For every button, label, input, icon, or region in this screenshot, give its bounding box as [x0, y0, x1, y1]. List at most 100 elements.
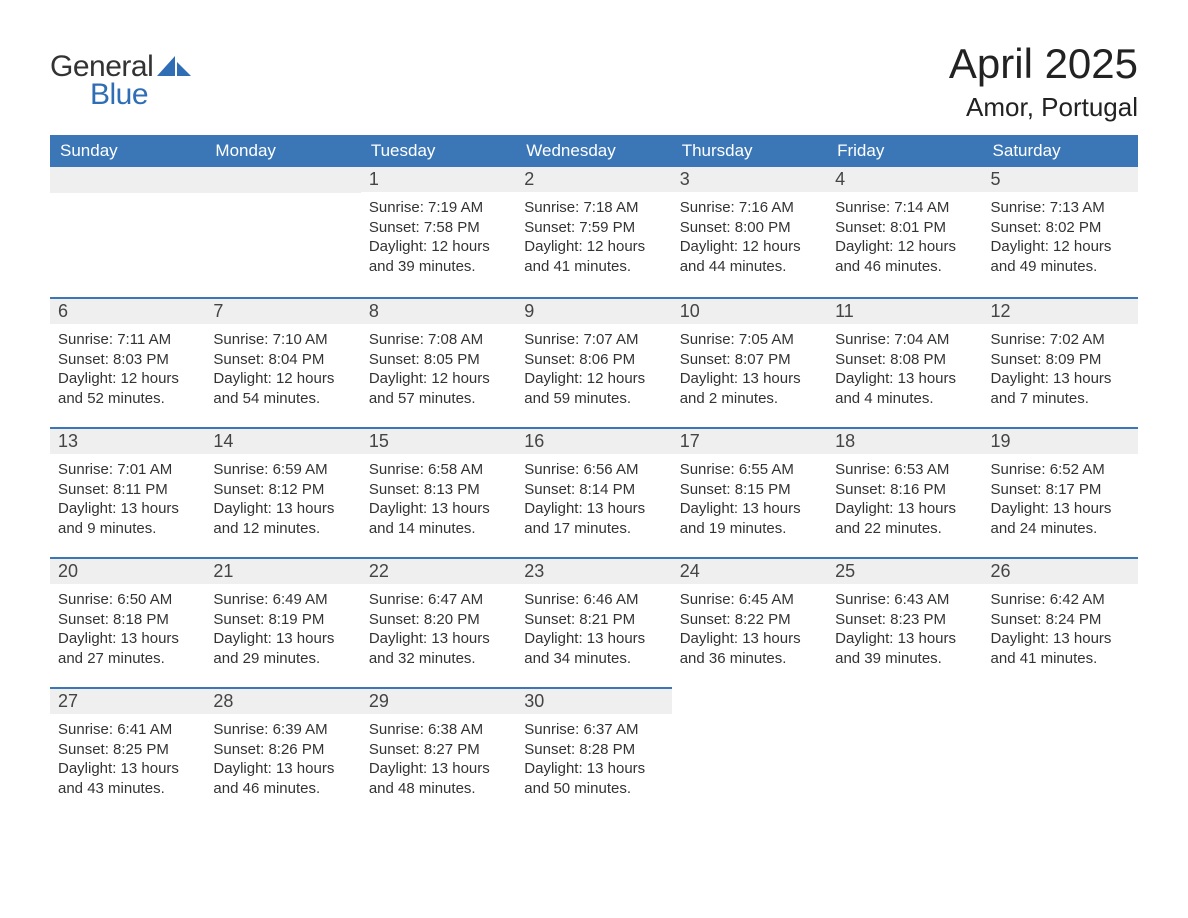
- day-number: 19: [983, 427, 1138, 454]
- month-title: April 2025: [949, 40, 1138, 88]
- sunset-line: Sunset: 8:23 PM: [835, 610, 974, 630]
- daylight-line: Daylight: 13 hours and 17 minutes.: [524, 499, 663, 538]
- day-details: Sunrise: 6:43 AMSunset: 8:23 PMDaylight:…: [827, 584, 982, 678]
- calendar-cell: 18Sunrise: 6:53 AMSunset: 8:16 PMDayligh…: [827, 427, 982, 557]
- day-number: 26: [983, 557, 1138, 584]
- sunset-line: Sunset: 8:20 PM: [369, 610, 508, 630]
- day-number: 6: [50, 297, 205, 324]
- sunrise-line: Sunrise: 6:38 AM: [369, 720, 508, 740]
- sunset-line: Sunset: 8:22 PM: [680, 610, 819, 630]
- calendar-cell: 3Sunrise: 7:16 AMSunset: 8:00 PMDaylight…: [672, 167, 827, 297]
- calendar-row: 20Sunrise: 6:50 AMSunset: 8:18 PMDayligh…: [50, 557, 1138, 687]
- calendar-cell: 7Sunrise: 7:10 AMSunset: 8:04 PMDaylight…: [205, 297, 360, 427]
- calendar-cell: [50, 167, 205, 297]
- sunrise-line: Sunrise: 7:14 AM: [835, 198, 974, 218]
- day-details: Sunrise: 7:08 AMSunset: 8:05 PMDaylight:…: [361, 324, 516, 418]
- day-number: 5: [983, 167, 1138, 192]
- day-number: 16: [516, 427, 671, 454]
- empty-day-header: [50, 167, 205, 193]
- day-number: 1: [361, 167, 516, 192]
- day-details: Sunrise: 6:53 AMSunset: 8:16 PMDaylight:…: [827, 454, 982, 548]
- calendar-cell: 14Sunrise: 6:59 AMSunset: 8:12 PMDayligh…: [205, 427, 360, 557]
- sunset-line: Sunset: 8:17 PM: [991, 480, 1130, 500]
- calendar-cell: 24Sunrise: 6:45 AMSunset: 8:22 PMDayligh…: [672, 557, 827, 687]
- day-number: 10: [672, 297, 827, 324]
- day-number: 21: [205, 557, 360, 584]
- weekday-header: Thursday: [672, 135, 827, 167]
- day-number: 18: [827, 427, 982, 454]
- calendar-row: 13Sunrise: 7:01 AMSunset: 8:11 PMDayligh…: [50, 427, 1138, 557]
- daylight-line: Daylight: 13 hours and 46 minutes.: [213, 759, 352, 798]
- sunrise-line: Sunrise: 6:39 AM: [213, 720, 352, 740]
- day-number: 17: [672, 427, 827, 454]
- day-number: 29: [361, 687, 516, 714]
- day-details: Sunrise: 6:50 AMSunset: 8:18 PMDaylight:…: [50, 584, 205, 678]
- day-details: Sunrise: 7:18 AMSunset: 7:59 PMDaylight:…: [516, 192, 671, 286]
- sunrise-line: Sunrise: 6:58 AM: [369, 460, 508, 480]
- daylight-line: Daylight: 13 hours and 29 minutes.: [213, 629, 352, 668]
- sunset-line: Sunset: 8:06 PM: [524, 350, 663, 370]
- calendar-cell: [827, 687, 982, 817]
- day-details: Sunrise: 6:47 AMSunset: 8:20 PMDaylight:…: [361, 584, 516, 678]
- daylight-line: Daylight: 13 hours and 7 minutes.: [991, 369, 1130, 408]
- sunset-line: Sunset: 8:08 PM: [835, 350, 974, 370]
- day-number: 28: [205, 687, 360, 714]
- calendar-cell: 4Sunrise: 7:14 AMSunset: 8:01 PMDaylight…: [827, 167, 982, 297]
- sunrise-line: Sunrise: 6:52 AM: [991, 460, 1130, 480]
- daylight-line: Daylight: 13 hours and 2 minutes.: [680, 369, 819, 408]
- daylight-line: Daylight: 12 hours and 52 minutes.: [58, 369, 197, 408]
- day-number: 23: [516, 557, 671, 584]
- calendar-cell: 21Sunrise: 6:49 AMSunset: 8:19 PMDayligh…: [205, 557, 360, 687]
- sunset-line: Sunset: 8:07 PM: [680, 350, 819, 370]
- day-details: Sunrise: 7:04 AMSunset: 8:08 PMDaylight:…: [827, 324, 982, 418]
- sunset-line: Sunset: 8:21 PM: [524, 610, 663, 630]
- sunrise-line: Sunrise: 6:46 AM: [524, 590, 663, 610]
- title-block: April 2025 Amor, Portugal: [949, 40, 1138, 123]
- sunset-line: Sunset: 7:59 PM: [524, 218, 663, 238]
- day-details: Sunrise: 6:46 AMSunset: 8:21 PMDaylight:…: [516, 584, 671, 678]
- daylight-line: Daylight: 12 hours and 59 minutes.: [524, 369, 663, 408]
- weekday-header: Wednesday: [516, 135, 671, 167]
- sunset-line: Sunset: 8:18 PM: [58, 610, 197, 630]
- daylight-line: Daylight: 13 hours and 50 minutes.: [524, 759, 663, 798]
- daylight-line: Daylight: 13 hours and 4 minutes.: [835, 369, 974, 408]
- day-details: Sunrise: 7:19 AMSunset: 7:58 PMDaylight:…: [361, 192, 516, 286]
- weekday-header-row: Sunday Monday Tuesday Wednesday Thursday…: [50, 135, 1138, 167]
- day-number: 25: [827, 557, 982, 584]
- sunset-line: Sunset: 8:05 PM: [369, 350, 508, 370]
- sunrise-line: Sunrise: 7:04 AM: [835, 330, 974, 350]
- calendar-cell: 5Sunrise: 7:13 AMSunset: 8:02 PMDaylight…: [983, 167, 1138, 297]
- sunrise-line: Sunrise: 6:43 AM: [835, 590, 974, 610]
- sunrise-line: Sunrise: 7:07 AM: [524, 330, 663, 350]
- calendar-cell: [672, 687, 827, 817]
- calendar-cell: 25Sunrise: 6:43 AMSunset: 8:23 PMDayligh…: [827, 557, 982, 687]
- sunset-line: Sunset: 8:13 PM: [369, 480, 508, 500]
- day-number: 20: [50, 557, 205, 584]
- weekday-header: Monday: [205, 135, 360, 167]
- day-details: Sunrise: 7:07 AMSunset: 8:06 PMDaylight:…: [516, 324, 671, 418]
- sunrise-line: Sunrise: 7:16 AM: [680, 198, 819, 218]
- calendar-cell: 15Sunrise: 6:58 AMSunset: 8:13 PMDayligh…: [361, 427, 516, 557]
- daylight-line: Daylight: 13 hours and 9 minutes.: [58, 499, 197, 538]
- sunrise-line: Sunrise: 6:47 AM: [369, 590, 508, 610]
- daylight-line: Daylight: 13 hours and 43 minutes.: [58, 759, 197, 798]
- sunrise-line: Sunrise: 6:59 AM: [213, 460, 352, 480]
- day-details: Sunrise: 7:13 AMSunset: 8:02 PMDaylight:…: [983, 192, 1138, 286]
- calendar-cell: 1Sunrise: 7:19 AMSunset: 7:58 PMDaylight…: [361, 167, 516, 297]
- day-number: 9: [516, 297, 671, 324]
- calendar-cell: 11Sunrise: 7:04 AMSunset: 8:08 PMDayligh…: [827, 297, 982, 427]
- sunrise-line: Sunrise: 6:55 AM: [680, 460, 819, 480]
- day-number: 30: [516, 687, 671, 714]
- sunrise-line: Sunrise: 7:05 AM: [680, 330, 819, 350]
- day-details: Sunrise: 6:56 AMSunset: 8:14 PMDaylight:…: [516, 454, 671, 548]
- day-number: 4: [827, 167, 982, 192]
- sunrise-line: Sunrise: 7:11 AM: [58, 330, 197, 350]
- calendar-cell: 16Sunrise: 6:56 AMSunset: 8:14 PMDayligh…: [516, 427, 671, 557]
- sunrise-line: Sunrise: 6:42 AM: [991, 590, 1130, 610]
- sunrise-line: Sunrise: 7:10 AM: [213, 330, 352, 350]
- calendar-cell: 23Sunrise: 6:46 AMSunset: 8:21 PMDayligh…: [516, 557, 671, 687]
- sunset-line: Sunset: 8:19 PM: [213, 610, 352, 630]
- sunset-line: Sunset: 8:26 PM: [213, 740, 352, 760]
- sunset-line: Sunset: 8:12 PM: [213, 480, 352, 500]
- logo-word-2: Blue: [90, 78, 191, 112]
